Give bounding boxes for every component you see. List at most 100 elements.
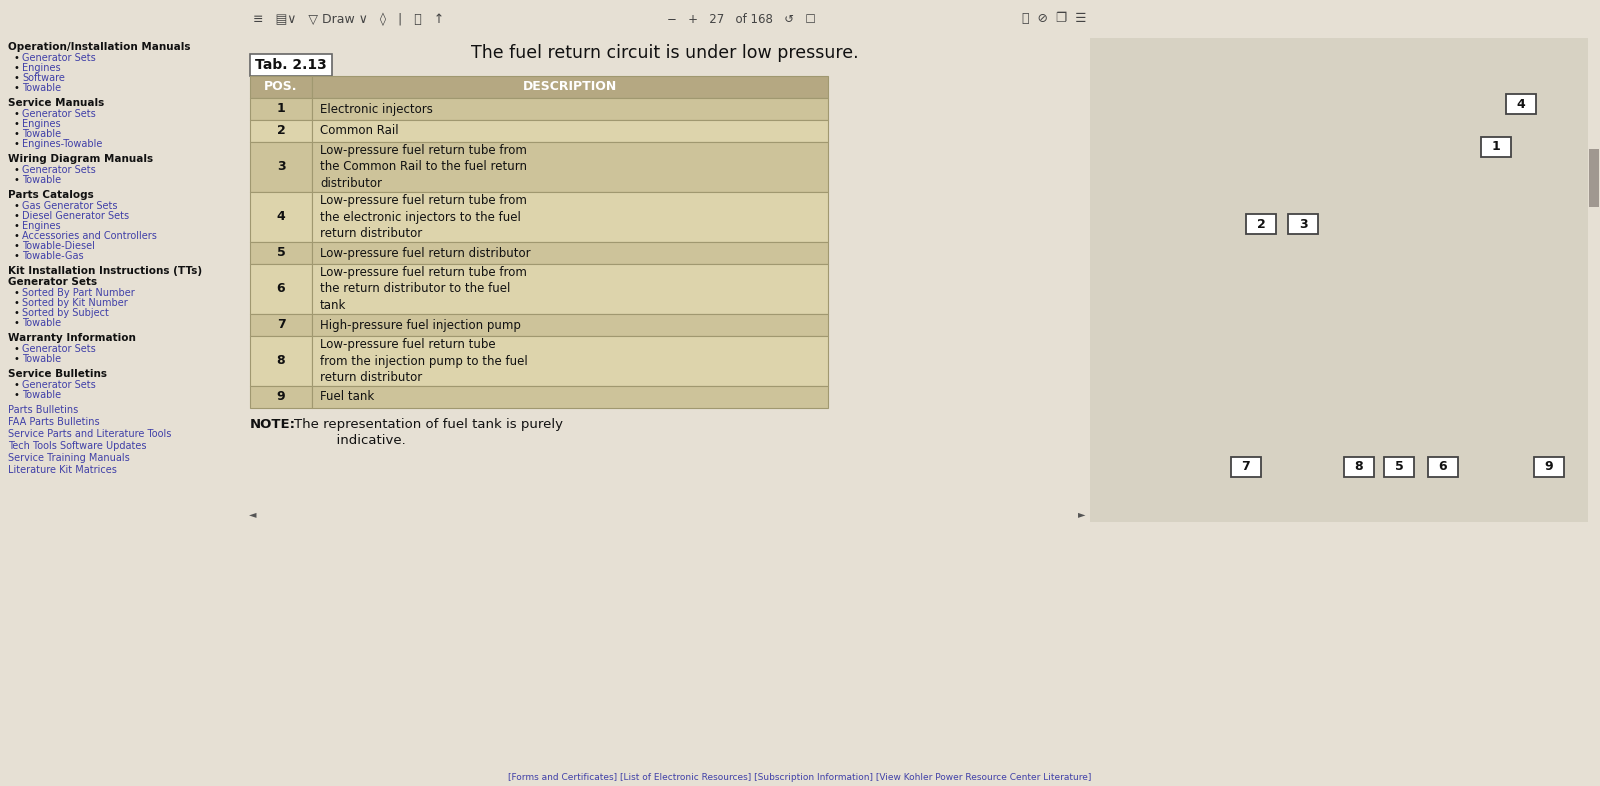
Text: Parts Catalogs: Parts Catalogs (8, 190, 94, 200)
Bar (312, 120, 829, 142)
Bar (250, 120, 312, 142)
Text: [Forms and Certificates] [List of Electronic Resources] [Subscription Informatio: [Forms and Certificates] [List of Electr… (509, 773, 1091, 783)
Bar (1506, 94, 1536, 114)
Text: Operation/Installation Manuals: Operation/Installation Manuals (8, 42, 190, 52)
Text: 2: 2 (277, 124, 285, 138)
Bar (1230, 457, 1261, 477)
Bar (250, 386, 312, 408)
Bar (1482, 137, 1510, 157)
Bar (1344, 457, 1374, 477)
Text: Diesel Generator Sets: Diesel Generator Sets (22, 211, 130, 221)
Text: Gas Generator Sets: Gas Generator Sets (22, 201, 117, 211)
Text: 8: 8 (1355, 461, 1363, 473)
Text: Service Parts and Literature Tools: Service Parts and Literature Tools (8, 429, 171, 439)
Text: 4: 4 (1517, 97, 1525, 111)
Text: FAA Parts Bulletins: FAA Parts Bulletins (8, 417, 99, 427)
Text: Warranty Information: Warranty Information (8, 333, 136, 343)
Text: •: • (13, 231, 19, 241)
Text: Towable-Diesel: Towable-Diesel (22, 241, 94, 251)
Text: •: • (13, 298, 19, 308)
Text: 5: 5 (277, 247, 285, 259)
Bar (1534, 457, 1565, 477)
Text: Sorted by Kit Number: Sorted by Kit Number (22, 298, 128, 308)
Text: 5: 5 (1395, 461, 1403, 473)
Text: 3: 3 (1299, 218, 1307, 230)
Text: Towable: Towable (22, 175, 61, 185)
Text: •: • (13, 63, 19, 73)
Text: Tab. 2.13: Tab. 2.13 (254, 58, 326, 72)
Text: 2: 2 (1256, 218, 1266, 230)
Text: Low-pressure fuel return tube from
the Common Rail to the fuel return
distributo: Low-pressure fuel return tube from the C… (320, 144, 526, 190)
Text: •: • (13, 201, 19, 211)
Bar (1090, 134, 1587, 231)
Bar (312, 386, 829, 408)
Text: •: • (13, 139, 19, 149)
Text: •: • (13, 175, 19, 185)
Text: 8: 8 (277, 354, 285, 368)
Text: Engines: Engines (22, 221, 61, 231)
Text: 6: 6 (277, 282, 285, 296)
Bar (1384, 457, 1414, 477)
Bar (250, 314, 312, 336)
Bar (250, 264, 312, 314)
Text: 1: 1 (1491, 141, 1501, 153)
Text: High-pressure fuel injection pump: High-pressure fuel injection pump (320, 318, 522, 332)
Text: •: • (13, 211, 19, 221)
Text: Generator Sets: Generator Sets (22, 344, 96, 354)
Text: Generator Sets: Generator Sets (22, 165, 96, 175)
Text: •: • (13, 109, 19, 119)
Bar (312, 336, 829, 386)
Text: Wiring Diagram Manuals: Wiring Diagram Manuals (8, 154, 154, 164)
Text: Electronic injectors: Electronic injectors (320, 102, 434, 116)
Text: POS.: POS. (264, 80, 298, 94)
Text: Service Manuals: Service Manuals (8, 98, 104, 108)
Text: •: • (13, 119, 19, 129)
Text: Generator Sets: Generator Sets (22, 380, 96, 390)
Bar (312, 76, 829, 98)
Text: Kit Installation Instructions (TTs): Kit Installation Instructions (TTs) (8, 266, 202, 276)
Text: The fuel return circuit is under low pressure.: The fuel return circuit is under low pre… (470, 44, 859, 62)
Text: −   +   27   of 168   ↺   ☐: − + 27 of 168 ↺ ☐ (667, 13, 816, 25)
Bar (1589, 149, 1600, 208)
Bar (312, 314, 829, 336)
Text: Towable: Towable (22, 318, 61, 328)
Text: •: • (13, 221, 19, 231)
Text: •: • (13, 390, 19, 400)
Text: Fuel tank: Fuel tank (320, 391, 374, 403)
Text: •: • (13, 53, 19, 63)
Bar (250, 242, 312, 264)
Text: ►: ► (1078, 509, 1086, 519)
Text: ◄: ◄ (250, 509, 256, 519)
Text: 7: 7 (277, 318, 285, 332)
Text: 1: 1 (277, 102, 285, 116)
Bar (250, 98, 312, 120)
Text: DESCRIPTION: DESCRIPTION (523, 80, 618, 94)
Bar (1090, 37, 1587, 134)
Text: •: • (13, 83, 19, 93)
Text: •: • (13, 308, 19, 318)
Text: •: • (13, 165, 19, 175)
Text: Generator Sets: Generator Sets (22, 53, 96, 63)
Text: Generator Sets: Generator Sets (8, 277, 98, 287)
Text: •: • (13, 251, 19, 261)
Text: •: • (13, 73, 19, 83)
Text: Low-pressure fuel return tube from
the return distributor to the fuel
tank: Low-pressure fuel return tube from the r… (320, 266, 526, 312)
Text: NOTE:: NOTE: (250, 418, 296, 431)
Text: •: • (13, 344, 19, 354)
Bar (312, 142, 829, 192)
Bar (1288, 214, 1318, 234)
Text: Sorted by Subject: Sorted by Subject (22, 308, 109, 318)
Text: Common Rail: Common Rail (320, 124, 398, 138)
Text: Towable-Gas: Towable-Gas (22, 251, 83, 261)
Bar (250, 192, 312, 242)
Bar (1090, 425, 1587, 522)
Text: Literature Kit Matrices: Literature Kit Matrices (8, 465, 117, 475)
Text: Service Bulletins: Service Bulletins (8, 369, 107, 379)
Bar (250, 76, 312, 98)
Text: Low-pressure fuel return distributor: Low-pressure fuel return distributor (320, 247, 531, 259)
Text: Parts Bulletins: Parts Bulletins (8, 405, 78, 415)
Text: 4: 4 (277, 211, 285, 223)
Text: Engines-Towable: Engines-Towable (22, 139, 102, 149)
Text: Service Training Manuals: Service Training Manuals (8, 453, 130, 463)
Bar (1090, 231, 1587, 328)
